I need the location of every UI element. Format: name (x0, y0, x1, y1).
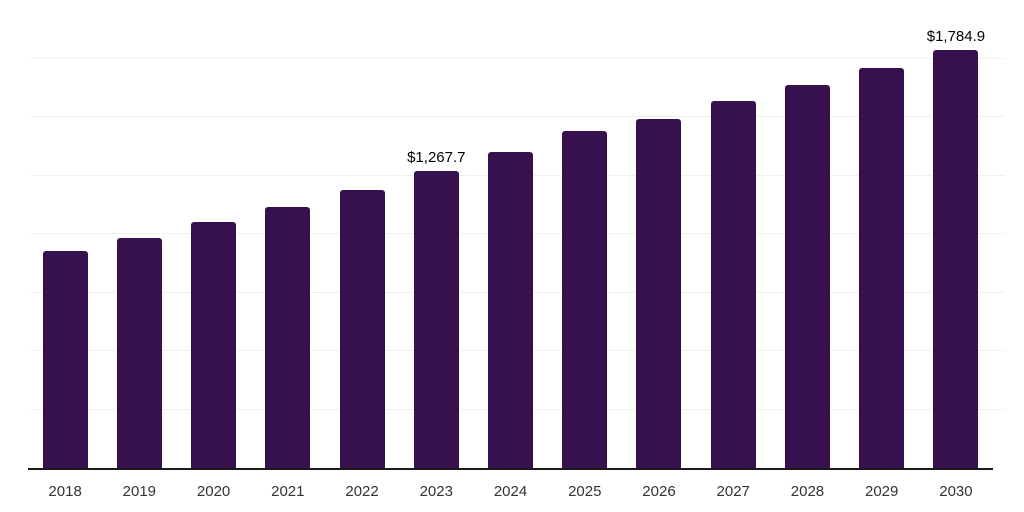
x-tick-2027: 2027 (716, 483, 750, 500)
x-tick-2026: 2026 (642, 483, 676, 500)
x-tick-2024: 2024 (493, 483, 528, 500)
x-tick-2019: 2019 (122, 483, 157, 500)
bar-2020 (191, 222, 237, 468)
bar-2018 (42, 251, 88, 468)
data-label-2023: $1,267.7 (407, 149, 466, 167)
bars-container: $1,267.7 $1,784.9 (28, 0, 993, 468)
bar-slot-2022 (325, 0, 399, 468)
bar-slot-2029 (845, 0, 919, 468)
bar-2021 (265, 206, 311, 468)
bar-slot-2026 (622, 0, 696, 468)
x-tick-2020: 2020 (196, 483, 231, 500)
x-axis-labels: 2018 2019 2020 2021 2022 2023 2024 2025 2026 2027… (28, 483, 993, 501)
bar-2029 (859, 67, 905, 468)
plot-area: $1,267.7 $1,784.9 (28, 0, 1005, 470)
data-label-2030: $1,784.9 (926, 28, 986, 46)
bar-2027 (710, 101, 756, 468)
x-tick-2025: 2025 (568, 483, 602, 500)
x-tick-2030: 2030 (939, 483, 973, 500)
gridline-1750 (30, 57, 1005, 59)
bar-2019 (116, 238, 162, 468)
bar-2025 (562, 130, 608, 468)
bar-2024 (488, 152, 534, 468)
bar-slot-2028 (770, 0, 844, 468)
bar-slot-2027 (696, 0, 770, 468)
bar-slot-2019 (102, 0, 176, 468)
bar-slot-2024 (473, 0, 547, 468)
bar-slot-2023: $1,267.7 (399, 0, 473, 468)
bar-slot-2018 (28, 0, 102, 468)
bar-2022 (339, 190, 385, 468)
bar-2023 (413, 171, 459, 468)
x-tick-2029: 2029 (865, 483, 899, 500)
bar-slot-2030: $1,784.9 (919, 0, 993, 468)
x-tick-2022: 2022 (345, 483, 379, 500)
gridline-1500 (30, 116, 1005, 117)
x-tick-2018: 2018 (48, 483, 82, 500)
x-axis-line (28, 468, 993, 470)
x-tick-2023: 2023 (419, 483, 453, 500)
bar-slot-2021 (251, 0, 325, 468)
bar-slot-2020 (176, 0, 250, 468)
x-tick-2028: 2028 (790, 483, 825, 500)
bar-slot-2025 (548, 0, 622, 468)
x-tick-2021: 2021 (271, 483, 305, 500)
bar-2028 (784, 84, 830, 468)
bar-2030 (933, 50, 979, 468)
bar-2026 (636, 119, 682, 468)
